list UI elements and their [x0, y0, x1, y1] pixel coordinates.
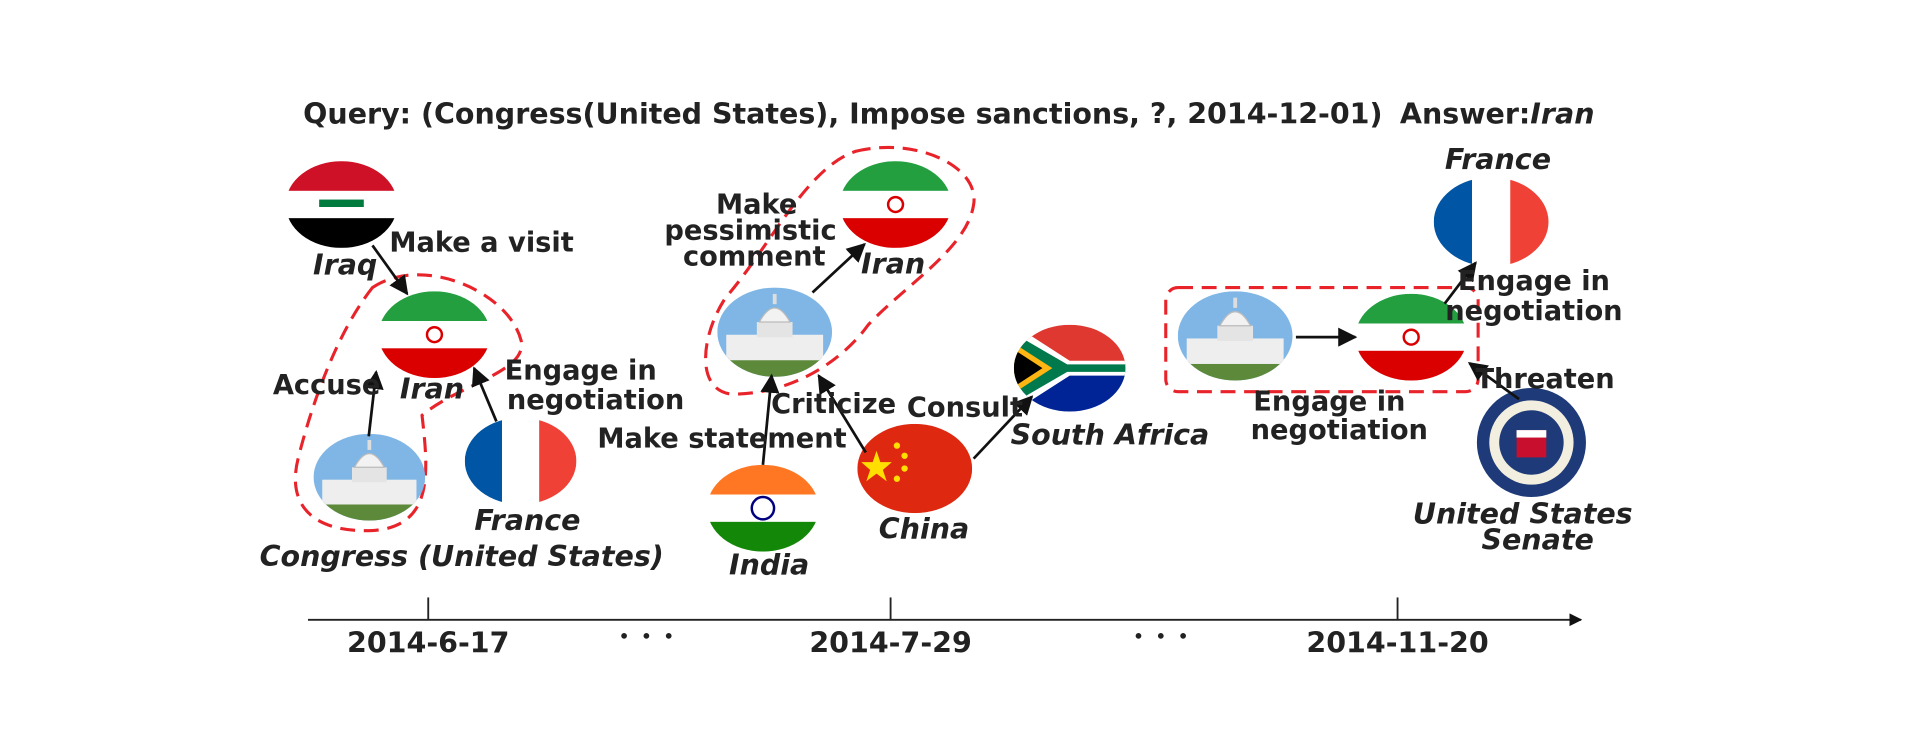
- relation-label: Engage in: [1253, 386, 1405, 417]
- relation-label: negotiation: [1251, 415, 1428, 446]
- answer: Iran: [1530, 97, 1594, 130]
- entity-label: China: [879, 513, 970, 546]
- entity-label: South Africa: [1011, 418, 1210, 451]
- edge: [1467, 362, 1520, 401]
- entity-label: Congress (United States): [260, 540, 664, 573]
- relation-label: Make: [716, 189, 797, 220]
- answer-prefix: Answer:: [1400, 97, 1530, 130]
- relation-label: comment: [683, 241, 826, 272]
- relation-label: Accuse: [273, 370, 381, 401]
- query-subgraph: [704, 145, 976, 396]
- entity-label: France: [1445, 143, 1551, 176]
- date-label: 2014-11-20: [1306, 627, 1488, 660]
- edge: [972, 395, 1034, 460]
- relation-label: negotiation: [507, 385, 684, 416]
- relation-label: Engage in: [505, 355, 657, 386]
- relation-label: Threaten: [1475, 364, 1614, 395]
- relation-label: pessimistic: [664, 215, 836, 246]
- relation-label: Make a visit: [389, 228, 573, 259]
- query-text: Query: (Congress(United States), Impose …: [303, 97, 1382, 130]
- entity-label: Iran: [400, 372, 464, 405]
- flag-france: [1434, 177, 1549, 266]
- flag-iran: [840, 161, 952, 248]
- capitol: [717, 288, 832, 377]
- relation-label: Consult: [907, 393, 1023, 424]
- capitol: [314, 434, 426, 521]
- senate-seal: [1476, 387, 1586, 498]
- entity-label: France: [474, 504, 580, 537]
- entity-label: Iran: [861, 247, 925, 280]
- edge: [817, 373, 867, 454]
- entity-label: United States: [1413, 498, 1633, 531]
- edge: [371, 244, 409, 296]
- edge: [760, 373, 780, 465]
- query-subgraph: [1164, 286, 1480, 394]
- capitol: [1178, 291, 1293, 380]
- date-label: 2014-6-17: [347, 627, 509, 660]
- relation-label: Criticize: [771, 389, 896, 420]
- flag-iraq: [286, 161, 398, 248]
- relation-label: negotiation: [1445, 296, 1622, 327]
- flag-iran: [379, 291, 491, 378]
- flag-india: [707, 465, 819, 552]
- edge: [811, 242, 866, 294]
- edge: [1443, 261, 1477, 305]
- entity-label: Iraq: [313, 248, 377, 281]
- edge: [471, 366, 498, 422]
- relation-label: Engage in: [1458, 266, 1610, 297]
- entity-label: India: [729, 548, 809, 581]
- edge: [364, 369, 384, 437]
- query-title: Query: (Congress(United States), Impose …: [303, 97, 1594, 130]
- relation-label: Make statement: [597, 424, 846, 455]
- ellipsis: [621, 633, 1186, 639]
- query-subgraph: [293, 273, 523, 533]
- flag-china: [857, 424, 972, 513]
- flag-france: [465, 418, 577, 505]
- date-label: 2014-7-29: [809, 627, 971, 660]
- entity-label: Senate: [1481, 524, 1593, 557]
